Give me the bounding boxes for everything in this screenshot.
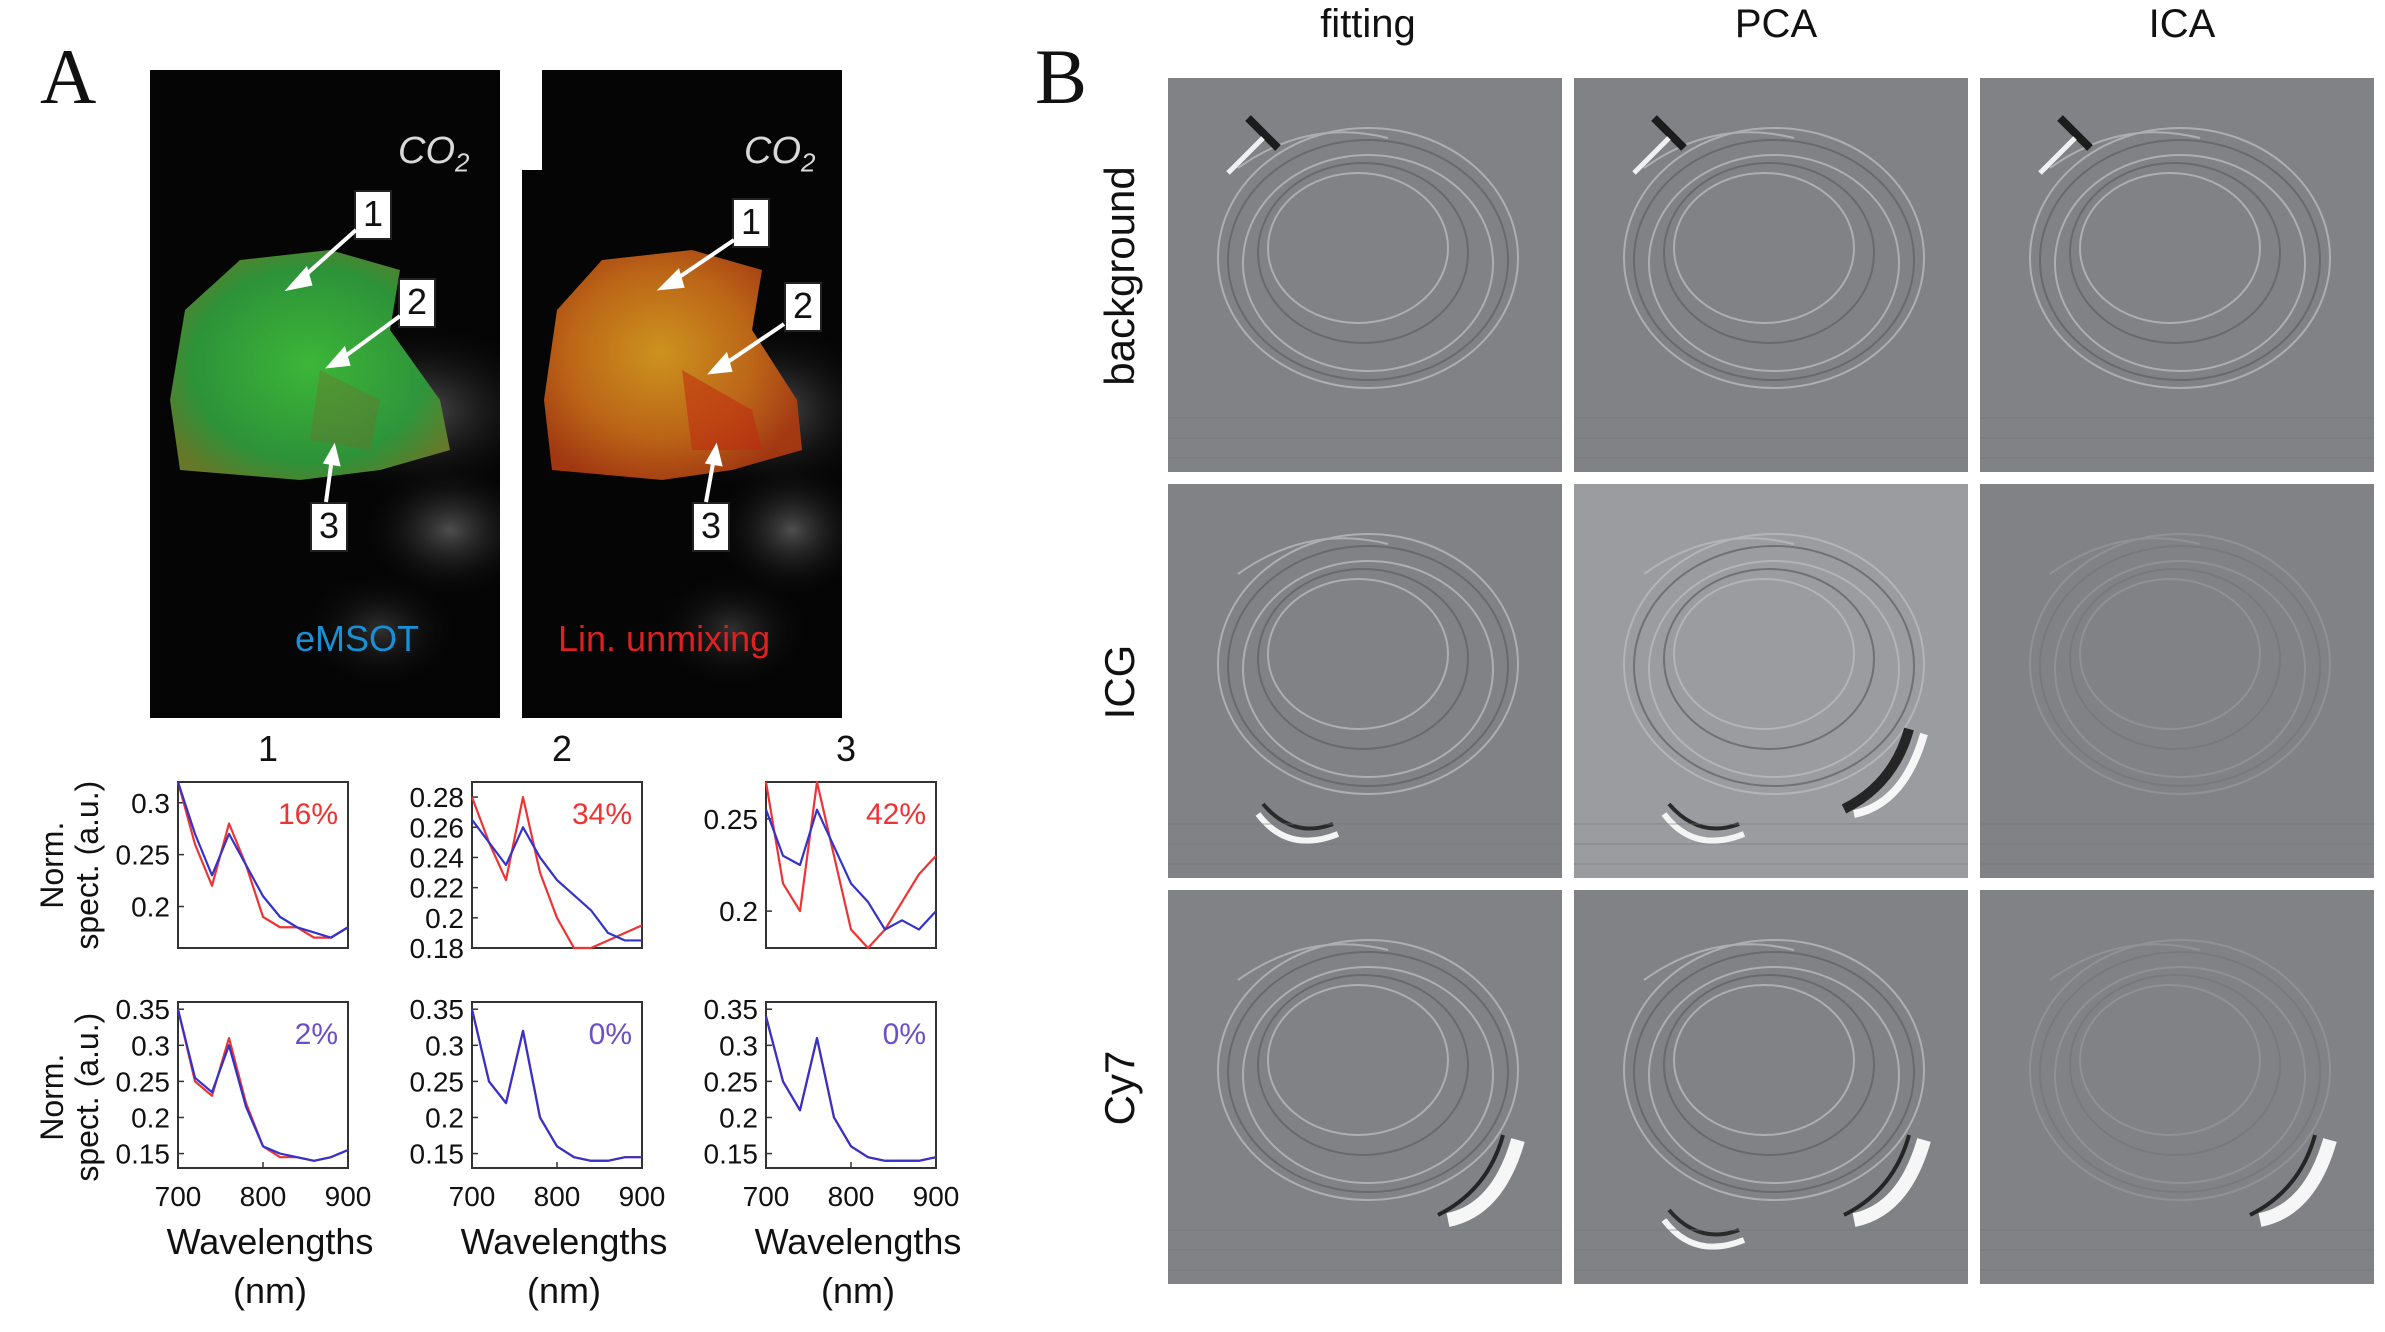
linear-unmixing-label: Lin. unmixing xyxy=(558,618,771,659)
y-tick-label: 0.35 xyxy=(116,994,171,1025)
percentage-annotation: 16% xyxy=(278,798,338,831)
image-ICG-pca xyxy=(1574,484,1968,878)
x-tick-label: 800 xyxy=(534,1181,581,1212)
y-tick-label: 0.2 xyxy=(719,1102,758,1133)
x-tick-label: 900 xyxy=(619,1181,666,1212)
row-label-icg: ICG xyxy=(1096,644,1143,720)
plot-frame-5 xyxy=(471,1001,643,1169)
plot-frame-4 xyxy=(177,1001,349,1169)
row-label-cy7: Cy7 xyxy=(1096,1050,1143,1126)
x-tick-label: 700 xyxy=(449,1181,496,1212)
y-tick-label: 0.3 xyxy=(131,788,170,819)
marker-2-right: 2 xyxy=(784,282,822,332)
y-tick-label: 0.3 xyxy=(719,1030,758,1061)
image-Cy7-pca xyxy=(1574,890,1968,1284)
linear-unmixing-image: CO2 1 2 3 Lin. unmixing xyxy=(522,70,842,718)
y-tick-label: 0.3 xyxy=(131,1030,170,1061)
column-number-3: 3 xyxy=(836,728,857,769)
image-Cy7-ica xyxy=(1980,890,2374,1284)
percentage-annotation: 34% xyxy=(572,798,632,831)
plot-frame-1 xyxy=(177,781,349,949)
image-background-pca xyxy=(1574,78,1968,472)
x-tick-label: 900 xyxy=(325,1181,372,1212)
series-line-blue xyxy=(764,1016,937,1162)
plot-frame-3 xyxy=(765,781,937,949)
y-tick-label: 0.2 xyxy=(131,892,170,923)
series-line-red xyxy=(470,795,643,950)
y-tick-label: 0.3 xyxy=(425,1030,464,1061)
y-tick-label: 0.15 xyxy=(116,1139,171,1170)
image-background-ica xyxy=(1980,78,2374,472)
series-line-red xyxy=(176,781,349,939)
percentage-annotation: 42% xyxy=(866,798,926,831)
x-tick-label: 900 xyxy=(913,1181,960,1212)
series-line-blue xyxy=(471,819,642,942)
series-line-blue xyxy=(470,1008,642,1162)
column-header-pca: PCA xyxy=(1734,2,1818,46)
column-number-1: 1 xyxy=(258,728,279,769)
image-Cy7-fitting xyxy=(1168,890,1562,1284)
y-tick-label: 0.35 xyxy=(704,994,759,1025)
y-tick-label: 0.26 xyxy=(410,812,465,843)
y-tick-label: 0.2 xyxy=(719,896,758,927)
marker-1-right: 1 xyxy=(732,198,770,248)
arrows-right xyxy=(656,238,786,503)
y-tick-label: 0.22 xyxy=(410,873,465,904)
y-tick-label: 0.2 xyxy=(131,1102,170,1133)
panel-a-letter: A xyxy=(40,33,97,120)
y-tick-label: 0.25 xyxy=(116,1066,171,1097)
column-header-ica: ICA xyxy=(2148,2,2216,46)
x-tick-label: 800 xyxy=(828,1181,875,1212)
percentage-annotation: 0% xyxy=(883,1018,926,1051)
column-header-fitting: fitting xyxy=(1320,2,1416,46)
y-tick-label: 0.2 xyxy=(425,903,464,934)
xlabel-col-2: Wavelengths (nm) xyxy=(460,1221,668,1311)
y-tick-label: 0.28 xyxy=(410,782,465,813)
plot-frame-6 xyxy=(765,1001,937,1169)
series-line-blue xyxy=(176,781,349,939)
marker-1-left: 1 xyxy=(354,190,392,240)
percentage-annotation: 0% xyxy=(589,1018,632,1051)
percentage-annotation: 2% xyxy=(295,1018,338,1051)
x-tick-label: 700 xyxy=(743,1181,790,1212)
column-number-2: 2 xyxy=(552,728,573,769)
marker-2-left: 2 xyxy=(398,278,436,328)
image-ICG-ica xyxy=(1980,484,2374,878)
marker-3-right: 3 xyxy=(692,502,730,552)
arrows-left xyxy=(284,228,402,503)
xlabel-col-3: Wavelengths (nm) xyxy=(754,1221,962,1311)
y-tick-label: 0.25 xyxy=(704,804,759,835)
series-line-blue xyxy=(764,808,937,931)
emsot-label: eMSOT xyxy=(295,618,420,659)
y-tick-label: 0.24 xyxy=(410,842,465,873)
emsot-image: CO2 1 2 3 eMSOT xyxy=(150,70,500,718)
image-background-fitting xyxy=(1168,78,1562,472)
y-tick-label: 0.15 xyxy=(704,1139,759,1170)
co2-label-left: CO2 xyxy=(398,130,470,178)
x-tick-label: 700 xyxy=(155,1181,202,1212)
xlabel-col-1: Wavelengths (nm) xyxy=(166,1221,374,1311)
image-ICG-fitting xyxy=(1168,484,1562,878)
marker-3-left: 3 xyxy=(310,502,348,552)
y-tick-label: 0.15 xyxy=(410,1139,465,1170)
y-tick-label: 0.35 xyxy=(410,994,465,1025)
y-tick-label: 0.25 xyxy=(410,1066,465,1097)
y-tick-label: 0.25 xyxy=(704,1066,759,1097)
series-line-red xyxy=(764,780,937,950)
series-line-blue xyxy=(176,1008,349,1162)
co2-label-right: CO2 xyxy=(744,130,816,178)
row-label-background: background xyxy=(1096,166,1143,386)
y-tick-label: 0.18 xyxy=(410,933,465,964)
y-tick-label: 0.2 xyxy=(425,1102,464,1133)
panel-b-letter: B xyxy=(1035,33,1088,120)
y-tick-label: 0.25 xyxy=(116,840,171,871)
x-tick-label: 800 xyxy=(240,1181,287,1212)
